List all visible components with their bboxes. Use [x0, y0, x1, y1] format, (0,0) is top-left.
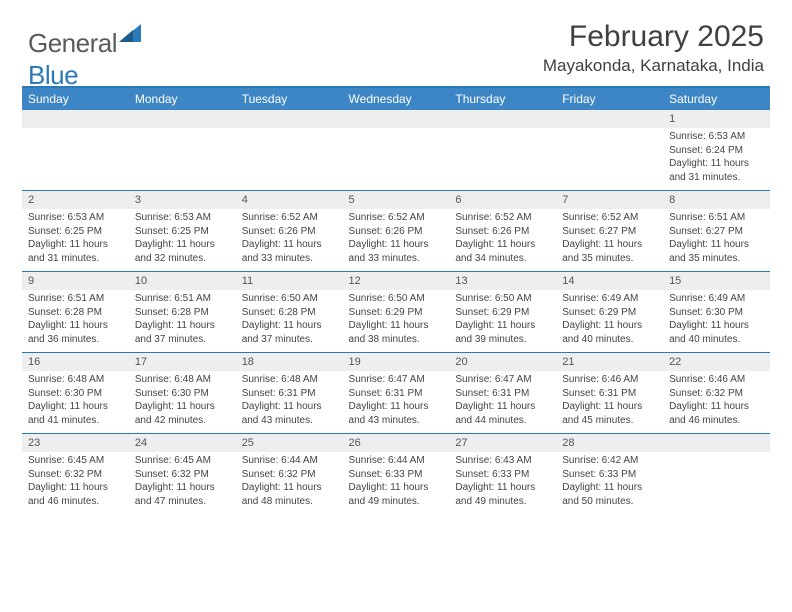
day-cell: Sunrise: 6:44 AMSunset: 6:33 PMDaylight:…	[343, 452, 450, 514]
day-cell: Sunrise: 6:45 AMSunset: 6:32 PMDaylight:…	[22, 452, 129, 514]
day-cell: Sunrise: 6:45 AMSunset: 6:32 PMDaylight:…	[129, 452, 236, 514]
day-number: 20	[449, 353, 556, 371]
day-cell: Sunrise: 6:52 AMSunset: 6:27 PMDaylight:…	[556, 209, 663, 272]
day-number: 18	[236, 353, 343, 371]
day-number: 11	[236, 272, 343, 290]
day-cell: Sunrise: 6:52 AMSunset: 6:26 PMDaylight:…	[343, 209, 450, 272]
day-cell: Sunrise: 6:48 AMSunset: 6:30 PMDaylight:…	[22, 371, 129, 434]
day-cell	[556, 128, 663, 191]
day-cell: Sunrise: 6:52 AMSunset: 6:26 PMDaylight:…	[236, 209, 343, 272]
content-row: Sunrise: 6:53 AMSunset: 6:24 PMDaylight:…	[22, 128, 770, 191]
day-number: 4	[236, 191, 343, 209]
day-cell: Sunrise: 6:48 AMSunset: 6:30 PMDaylight:…	[129, 371, 236, 434]
content-row: Sunrise: 6:51 AMSunset: 6:28 PMDaylight:…	[22, 290, 770, 353]
location-text: Mayakonda, Karnataka, India	[543, 56, 764, 76]
weekday-header: Monday	[129, 88, 236, 110]
day-cell	[343, 128, 450, 191]
daynum-row: 16 17 18 19 20 21 22	[22, 353, 770, 371]
day-cell: Sunrise: 6:53 AMSunset: 6:25 PMDaylight:…	[129, 209, 236, 272]
day-number: 8	[663, 191, 770, 209]
logo-sail-icon	[119, 24, 143, 49]
day-number: 15	[663, 272, 770, 290]
day-number: 17	[129, 353, 236, 371]
day-number: 27	[449, 434, 556, 452]
daynum-row: 1	[22, 110, 770, 128]
day-number: 28	[556, 434, 663, 452]
day-cell	[22, 128, 129, 191]
day-number: 9	[22, 272, 129, 290]
daynum-row: 23 24 25 26 27 28	[22, 434, 770, 452]
title-block: February 2025 Mayakonda, Karnataka, Indi…	[543, 20, 764, 76]
weekday-header: Friday	[556, 88, 663, 110]
month-title: February 2025	[543, 20, 764, 54]
weekday-header-row: Sunday Monday Tuesday Wednesday Thursday…	[22, 88, 770, 110]
day-cell: Sunrise: 6:42 AMSunset: 6:33 PMDaylight:…	[556, 452, 663, 514]
day-cell	[663, 452, 770, 514]
day-number: 10	[129, 272, 236, 290]
day-number: 21	[556, 353, 663, 371]
day-cell: Sunrise: 6:50 AMSunset: 6:28 PMDaylight:…	[236, 290, 343, 353]
day-number: 7	[556, 191, 663, 209]
calendar-table: Sunday Monday Tuesday Wednesday Thursday…	[22, 88, 770, 514]
day-number: 16	[22, 353, 129, 371]
day-cell: Sunrise: 6:44 AMSunset: 6:32 PMDaylight:…	[236, 452, 343, 514]
day-number	[663, 434, 770, 452]
weekday-header: Tuesday	[236, 88, 343, 110]
day-number	[129, 110, 236, 128]
day-cell: Sunrise: 6:50 AMSunset: 6:29 PMDaylight:…	[449, 290, 556, 353]
day-cell: Sunrise: 6:46 AMSunset: 6:31 PMDaylight:…	[556, 371, 663, 434]
day-number: 22	[663, 353, 770, 371]
day-number	[449, 110, 556, 128]
content-row: Sunrise: 6:48 AMSunset: 6:30 PMDaylight:…	[22, 371, 770, 434]
day-number: 5	[343, 191, 450, 209]
day-cell: Sunrise: 6:46 AMSunset: 6:32 PMDaylight:…	[663, 371, 770, 434]
day-cell: Sunrise: 6:50 AMSunset: 6:29 PMDaylight:…	[343, 290, 450, 353]
content-row: Sunrise: 6:45 AMSunset: 6:32 PMDaylight:…	[22, 452, 770, 514]
day-number: 6	[449, 191, 556, 209]
weekday-header: Thursday	[449, 88, 556, 110]
day-cell	[129, 128, 236, 191]
logo-text-blue: Blue	[28, 60, 78, 91]
content-row: Sunrise: 6:53 AMSunset: 6:25 PMDaylight:…	[22, 209, 770, 272]
day-number: 23	[22, 434, 129, 452]
day-cell: Sunrise: 6:53 AMSunset: 6:24 PMDaylight:…	[663, 128, 770, 191]
day-cell: Sunrise: 6:47 AMSunset: 6:31 PMDaylight:…	[343, 371, 450, 434]
day-number: 26	[343, 434, 450, 452]
day-number: 19	[343, 353, 450, 371]
day-cell: Sunrise: 6:49 AMSunset: 6:29 PMDaylight:…	[556, 290, 663, 353]
daynum-row: 2 3 4 5 6 7 8	[22, 191, 770, 209]
day-number	[22, 110, 129, 128]
day-cell: Sunrise: 6:52 AMSunset: 6:26 PMDaylight:…	[449, 209, 556, 272]
day-number: 13	[449, 272, 556, 290]
daynum-row: 9 10 11 12 13 14 15	[22, 272, 770, 290]
day-cell: Sunrise: 6:53 AMSunset: 6:25 PMDaylight:…	[22, 209, 129, 272]
day-cell: Sunrise: 6:47 AMSunset: 6:31 PMDaylight:…	[449, 371, 556, 434]
weekday-header: Saturday	[663, 88, 770, 110]
day-cell: Sunrise: 6:51 AMSunset: 6:28 PMDaylight:…	[22, 290, 129, 353]
day-cell: Sunrise: 6:51 AMSunset: 6:28 PMDaylight:…	[129, 290, 236, 353]
day-cell: Sunrise: 6:49 AMSunset: 6:30 PMDaylight:…	[663, 290, 770, 353]
day-number: 3	[129, 191, 236, 209]
weekday-header: Wednesday	[343, 88, 450, 110]
day-cell	[236, 128, 343, 191]
day-cell	[449, 128, 556, 191]
day-number	[556, 110, 663, 128]
day-number: 25	[236, 434, 343, 452]
logo-text-general: General	[28, 28, 117, 59]
day-number: 2	[22, 191, 129, 209]
day-number	[236, 110, 343, 128]
day-number: 14	[556, 272, 663, 290]
day-number: 24	[129, 434, 236, 452]
logo: General	[28, 28, 143, 59]
day-cell: Sunrise: 6:43 AMSunset: 6:33 PMDaylight:…	[449, 452, 556, 514]
day-cell: Sunrise: 6:48 AMSunset: 6:31 PMDaylight:…	[236, 371, 343, 434]
day-cell: Sunrise: 6:51 AMSunset: 6:27 PMDaylight:…	[663, 209, 770, 272]
day-number: 12	[343, 272, 450, 290]
day-number: 1	[663, 110, 770, 128]
header: General February 2025 Mayakonda, Karnata…	[0, 0, 792, 82]
weekday-header: Sunday	[22, 88, 129, 110]
day-number	[343, 110, 450, 128]
